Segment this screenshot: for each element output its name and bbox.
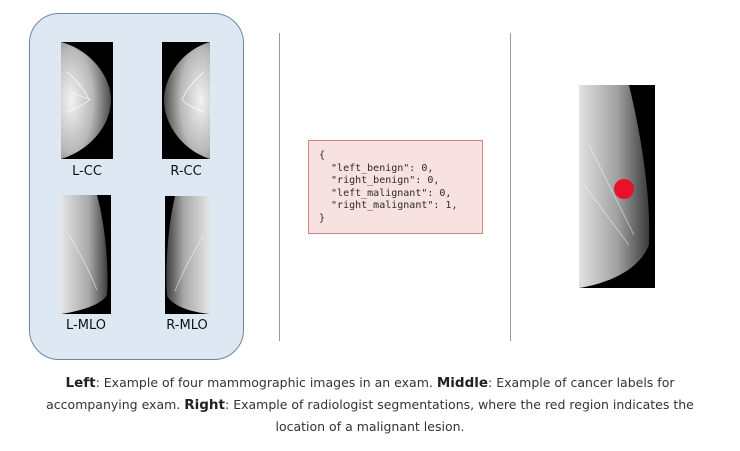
divider-right (510, 33, 511, 341)
figure-caption: Left: Example of four mammographic image… (22, 372, 718, 438)
view-label-r-mlo: R-MLO (166, 318, 208, 333)
mammogram-l-cc-image (61, 42, 113, 159)
mammogram-r-mlo-image (165, 196, 210, 314)
divider-left (279, 33, 280, 341)
segmentation-mammogram-image (579, 85, 655, 288)
caption-middle-label: Middle (436, 375, 489, 391)
view-label-l-mlo: L-MLO (66, 318, 106, 333)
view-label-r-cc: R-CC (170, 164, 202, 179)
json-line-4: "right_malignant": 1, (319, 200, 458, 211)
view-label-l-cc: L-CC (72, 164, 102, 179)
caption-right-text: : Example of radiologist segmentations, … (225, 397, 694, 434)
json-line-1: "left_benign": 0, (319, 162, 434, 174)
mammogram-r-cc-image (162, 42, 210, 159)
json-line-2: "right_benign": 0, (319, 175, 440, 186)
caption-right-label: Right (184, 397, 226, 413)
cancer-labels-box: { "left_benign": 0, "right_benign": 0, "… (308, 140, 483, 234)
json-line-5: } (319, 212, 326, 224)
json-line-3: "left_malignant": 0, (319, 187, 452, 199)
caption-left-text: : Example of four mammographic images in… (95, 375, 437, 390)
caption-middle-text: : Example of cancer labels for accompany… (46, 375, 675, 412)
mammogram-l-mlo-image (61, 195, 111, 314)
json-line-0: { (319, 150, 326, 161)
malignant-lesion-mask (614, 179, 634, 199)
caption-left-label: Left (65, 375, 96, 391)
